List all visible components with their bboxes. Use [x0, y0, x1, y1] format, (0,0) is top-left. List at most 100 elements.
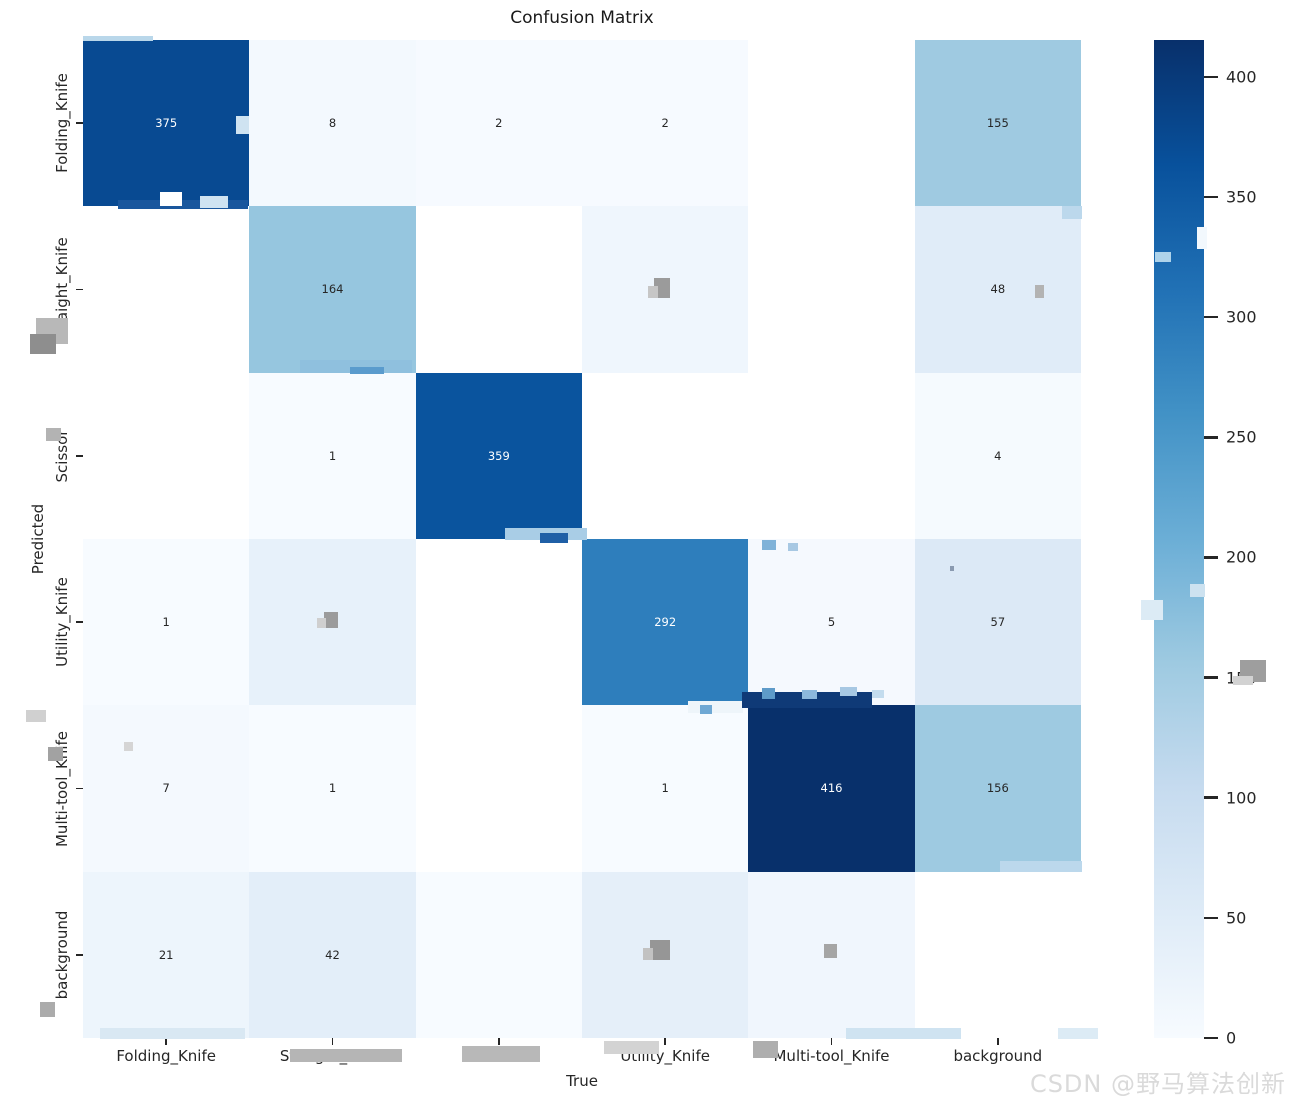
censor-smudge [317, 618, 326, 628]
cell-value: 57 [990, 615, 1006, 630]
colorbar-tick-mark [1204, 556, 1218, 559]
censor-smudge [26, 710, 46, 722]
heatmap-cell: 1 [249, 705, 416, 872]
cell-value: 21 [158, 947, 174, 962]
censor-smudge [1000, 861, 1082, 872]
censor-smudge [236, 116, 249, 134]
censor-smudge [124, 742, 133, 751]
heatmap-cell: 375 [83, 40, 250, 207]
censor-smudge [462, 1046, 540, 1062]
censor-smudge [824, 944, 837, 958]
cell-value: 292 [654, 615, 677, 630]
censor-smudge [762, 540, 776, 550]
y-tick-mark [76, 787, 83, 790]
colorbar-tick-label: 200 [1226, 547, 1257, 567]
heatmap-cell [415, 539, 582, 706]
cell-value: 416 [820, 781, 843, 796]
cell-value: 7 [162, 781, 170, 796]
heatmap-cell [415, 206, 582, 373]
colorbar-tick-mark [1204, 195, 1218, 199]
censor-smudge [950, 566, 954, 571]
csdn-watermark: CSDN @野马算法创新 [1029, 1070, 1286, 1098]
censor-smudge [802, 690, 817, 699]
heatmap-cell [415, 871, 582, 1038]
censor-smudge [1062, 206, 1082, 219]
cell-value: 5 [827, 615, 836, 630]
censor-smudge [1190, 584, 1205, 597]
x-tick-mark [165, 1038, 167, 1045]
colorbar-tick-label: 300 [1226, 307, 1257, 327]
heatmap-cell: 292 [582, 539, 749, 706]
heatmap-cell: 7 [83, 705, 250, 872]
cell-value: 359 [487, 448, 510, 463]
x-tick-label-background: background [953, 1047, 1043, 1065]
cell-value: 1 [162, 615, 170, 630]
y-tick-mark [76, 122, 83, 124]
x-tick-mark [997, 1038, 999, 1045]
censor-smudge [872, 690, 884, 698]
censor-smudge [200, 196, 228, 208]
cell-value: 2 [661, 116, 669, 131]
cell-value: 42 [325, 947, 340, 962]
censor-smudge [753, 1041, 778, 1058]
heatmap-cell: 21 [83, 871, 250, 1038]
censor-smudge [40, 1002, 55, 1017]
cell-value: 48 [990, 282, 1006, 297]
censor-smudge [742, 692, 872, 708]
x-tick-mark [664, 1038, 666, 1045]
cell-value: 1 [328, 448, 337, 463]
x-tick-mark [830, 1038, 833, 1045]
colorbar-tick-mark [1204, 75, 1218, 79]
heatmap-cell: 1 [83, 539, 250, 706]
cell-value: 155 [986, 116, 1009, 131]
y-tick-mark [76, 954, 83, 956]
colorbar-tick-label: 0 [1226, 1028, 1237, 1048]
x-tick-mark [331, 1038, 334, 1045]
cell-value: 1 [328, 781, 337, 796]
colorbar-tick-mark [1204, 436, 1218, 439]
censor-smudge [1058, 1028, 1098, 1039]
heatmap-cell [748, 206, 915, 373]
heatmap-cell: 2 [415, 40, 582, 207]
heatmap-cell [748, 40, 915, 207]
heatmap-cell: 1 [249, 372, 416, 539]
cell-value: 2 [495, 116, 503, 131]
heatmap-cell: 4 [914, 372, 1081, 539]
colorbar-tick-mark [1204, 315, 1218, 319]
colorbar-tick-mark [1204, 916, 1218, 920]
censor-smudge [1035, 285, 1044, 298]
heatmap-cell: 1 [582, 705, 749, 872]
heatmap-cell: 57 [914, 539, 1081, 706]
colorbar-tick-label: 350 [1226, 187, 1257, 207]
censor-smudge [46, 428, 61, 441]
censor-smudge [604, 1041, 659, 1054]
y-tick-mark [76, 455, 83, 457]
censor-smudge [540, 533, 568, 543]
y-tick-mark [76, 621, 83, 623]
censor-smudge [1141, 600, 1163, 620]
x-tick-label-folding_knife: Folding_Knife [116, 1047, 216, 1065]
cell-value: 156 [986, 781, 1009, 796]
censor-smudge [300, 360, 412, 373]
censor-smudge [654, 278, 670, 298]
censor-smudge [30, 334, 56, 354]
censor-smudge [505, 528, 587, 540]
censor-smudge [1233, 676, 1253, 685]
censor-smudge [688, 701, 743, 713]
heatmap-cell: 416 [748, 705, 915, 872]
colorbar-tick-mark [1204, 676, 1218, 679]
heatmap-cell: 48 [914, 206, 1081, 373]
heatmap-cell [582, 372, 749, 539]
censor-smudge [83, 36, 153, 41]
censor-smudge [290, 1049, 402, 1062]
heatmap-cell: 5 [748, 539, 915, 706]
cell-value: 4 [994, 448, 1002, 463]
heatmap-cell [83, 372, 250, 539]
censor-smudge [48, 747, 63, 761]
censor-smudge [840, 687, 857, 696]
censor-smudge [36, 318, 68, 344]
colorbar-tick-label: 100 [1226, 788, 1257, 808]
colorbar-tick-label: 400 [1226, 67, 1257, 87]
